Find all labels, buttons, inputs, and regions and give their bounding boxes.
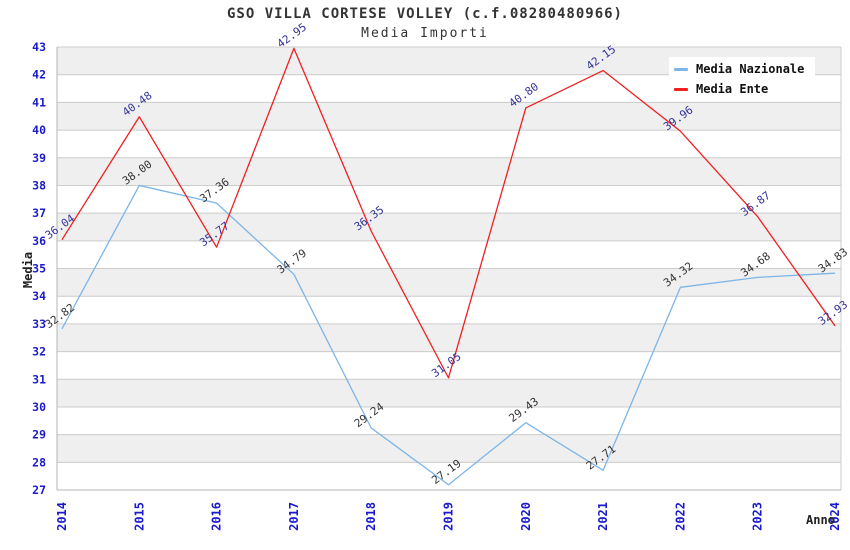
y-tick-label: 34 <box>32 289 46 303</box>
x-tick-label: 2021 <box>596 502 610 531</box>
x-tick-label: 2024 <box>828 502 842 531</box>
series-line-media-ente <box>61 47 836 379</box>
y-tick-label: 43 <box>32 40 46 54</box>
grid-band <box>57 268 841 297</box>
legend-item-media-ente: Media Ente <box>674 80 815 98</box>
x-tick-label: 2018 <box>364 502 378 531</box>
y-tick-label: 36 <box>32 234 46 248</box>
y-tick-label: 39 <box>32 151 46 165</box>
y-tick-label: 33 <box>32 317 46 331</box>
x-axis-title: Anno <box>806 513 835 527</box>
legend-label-nazionale: Media Nazionale <box>696 62 805 76</box>
y-tick-label: 30 <box>32 400 46 414</box>
y-tick-label: 40 <box>32 123 46 137</box>
y-tick-label: 41 <box>32 95 46 109</box>
y-tick-label: 42 <box>32 68 46 82</box>
x-tick-label: 2022 <box>673 502 687 531</box>
x-tick-label: 2017 <box>287 502 301 531</box>
grid-band <box>57 157 841 186</box>
y-tick-label: 29 <box>32 428 46 442</box>
legend-item-media-nazionale: Media Nazionale <box>674 60 815 78</box>
data-point-label: 42.95 <box>275 21 309 51</box>
y-tick-label: 28 <box>32 455 46 469</box>
legend-swatch-nazionale-icon <box>674 67 688 71</box>
grid-band <box>57 323 841 352</box>
grid-band <box>57 102 841 131</box>
y-tick-label: 35 <box>32 262 46 276</box>
chart-title: GSO VILLA CORTESE VOLLEY (c.f.0828048096… <box>226 6 623 22</box>
x-tick-label: 2016 <box>210 502 224 531</box>
legend: Media Nazionale Media Ente <box>669 57 815 101</box>
data-point-label: 31.05 <box>429 350 463 380</box>
y-tick-label: 38 <box>32 178 46 192</box>
x-tick-label: 2020 <box>519 502 533 531</box>
y-tick-label: 31 <box>32 372 46 386</box>
y-tick-label: 32 <box>32 345 46 359</box>
series-line-media-nazionale <box>61 184 836 486</box>
y-axis-title: Media <box>21 251 35 289</box>
grid-band <box>57 213 841 241</box>
y-tick-label: 37 <box>32 206 46 220</box>
x-tick-label: 2023 <box>751 502 765 531</box>
x-tick-label: 2014 <box>55 502 69 531</box>
legend-swatch-ente-icon <box>674 87 688 91</box>
y-tick-label: 27 <box>32 483 46 497</box>
x-tick-label: 2019 <box>442 502 456 531</box>
x-tick-label: 2015 <box>132 502 146 531</box>
chart-subtitle: Media Importi <box>361 26 489 41</box>
grid-band <box>57 379 841 407</box>
grid-band <box>57 434 841 463</box>
legend-label-ente: Media Ente <box>696 82 769 96</box>
